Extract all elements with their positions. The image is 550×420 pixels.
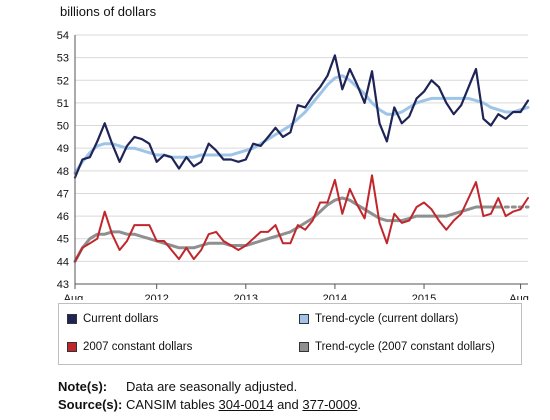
- y-tick-label: 54: [57, 30, 69, 42]
- y-axis-title: billions of dollars: [60, 4, 157, 19]
- y-tick-label: 52: [57, 75, 69, 87]
- source-text: CANSIM tables 304-0014 and 377-0009.: [126, 396, 361, 414]
- legend-item-current: Current dollars: [67, 313, 158, 325]
- legend-swatch-trend-current: [299, 314, 309, 324]
- chart-series: [73, 54, 530, 263]
- y-tick-label: 45: [57, 234, 69, 246]
- x-tick-label: 2015: [412, 293, 436, 300]
- series-line-2: [74, 174, 529, 263]
- chart-legend: Current dollars Trend-cycle (current dol…: [58, 303, 522, 365]
- chart-notes: Note(s): Data are seasonally adjusted. S…: [58, 378, 361, 414]
- y-tick-label: 49: [57, 143, 69, 155]
- x-tick-label: Aug.: [64, 293, 87, 300]
- legend-swatch-current: [67, 314, 77, 324]
- y-tick-label: 47: [57, 188, 69, 200]
- legend-swatch-constant: [67, 342, 77, 352]
- legend-label-current: Current dollars: [83, 313, 159, 325]
- x-tick-label: 2013: [234, 293, 258, 300]
- y-tick-label: 48: [57, 166, 69, 178]
- y-tick-label: 44: [57, 256, 69, 268]
- x-tick-label: 2012: [144, 293, 168, 300]
- note-text: Data are seasonally adjusted.: [126, 379, 298, 394]
- legend-label-trend-current: Trend-cycle (current dollars): [315, 313, 459, 325]
- x-tick-label: Aug.: [509, 293, 532, 300]
- source-row: Source(s): CANSIM tables 304-0014 and 37…: [58, 396, 361, 414]
- y-tick-label: 46: [57, 211, 69, 223]
- chart-grid: [75, 34, 528, 285]
- y-tick-label: 51: [57, 98, 69, 110]
- legend-item-trend-current: Trend-cycle (current dollars): [299, 313, 458, 325]
- source-label: Source(s):: [58, 397, 123, 412]
- note-label: Note(s):: [58, 379, 108, 394]
- legend-label-constant: 2007 constant dollars: [83, 341, 193, 353]
- y-tick-label: 53: [57, 53, 69, 65]
- series-line-0: [73, 54, 530, 179]
- y-tick-label: 43: [57, 279, 69, 291]
- source-suffix: .: [357, 397, 361, 412]
- y-tick-label: 50: [57, 121, 69, 133]
- chart-axes: 434445464748495051525354Aug.201120122013…: [57, 30, 532, 300]
- series-line-3: [73, 196, 500, 263]
- legend-item-constant: 2007 constant dollars: [67, 341, 192, 353]
- source-prefix: CANSIM tables: [126, 397, 215, 412]
- source-link-304-0014[interactable]: 304-0014: [218, 397, 274, 412]
- source-link-377-0009[interactable]: 377-0009: [302, 397, 358, 412]
- x-tick-label: 2014: [323, 293, 347, 300]
- line-chart: 434445464748495051525354Aug.201120122013…: [57, 30, 532, 300]
- source-mid: and: [277, 397, 299, 412]
- legend-item-trend-constant: Trend-cycle (2007 constant dollars): [299, 341, 495, 353]
- note-row: Note(s): Data are seasonally adjusted.: [58, 378, 361, 396]
- legend-swatch-trend-constant: [299, 342, 309, 352]
- series-line-1: [73, 74, 530, 175]
- legend-label-trend-constant: Trend-cycle (2007 constant dollars): [315, 341, 495, 353]
